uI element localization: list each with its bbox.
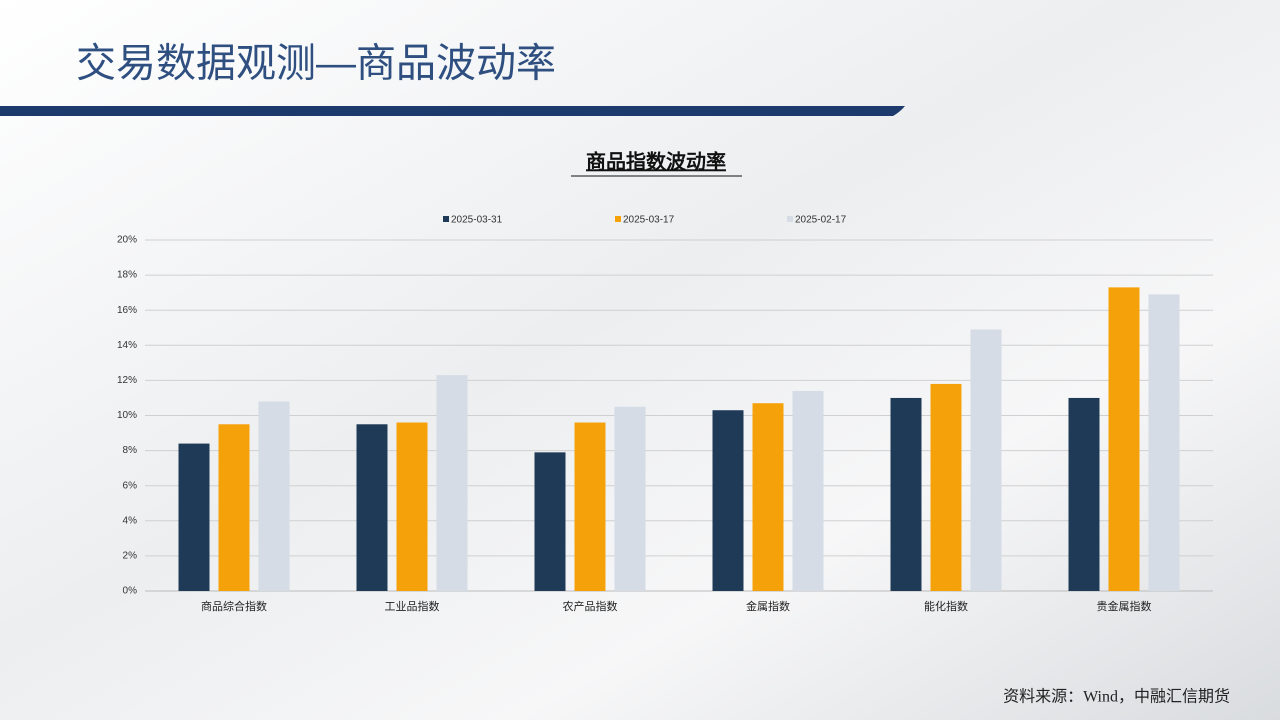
chart: 0% 2% 4% 6% 8% 10% 12% 14% 16% 18% 20% 2025-03-31 20… [117,215,1213,613]
legend-swatch [787,216,793,222]
x-tick-label: 贵金属指数 [1097,599,1152,613]
y-tick-label: 2% [123,551,138,562]
legend-label: 2025-03-17 [623,215,675,226]
bar [792,390,824,591]
bar [218,424,250,591]
y-tick-label: 16% [117,305,137,316]
x-tick-label: 能化指数 [924,599,968,613]
y-tick-label: 6% [123,480,138,491]
y-tick-label: 8% [123,445,138,456]
legend-label: 2025-02-17 [795,215,847,226]
slide-title: 交易数据观测—商品波动率 [76,42,556,86]
y-tick-label: 10% [117,410,137,421]
bar [356,424,388,591]
bar [712,410,744,591]
legend-label: 2025-03-31 [451,215,503,226]
bar [574,422,606,591]
x-tick-label: 金属指数 [746,599,790,613]
bar [1108,287,1140,591]
y-tick-label: 0% [123,586,138,597]
bar [930,383,962,591]
source-note: 资料来源：Wind，中融汇信期货 [1003,688,1230,706]
chart-title: 商品指数波动率 [586,149,726,173]
bar [970,329,1002,591]
y-tick-label: 14% [117,340,137,351]
bar [1068,397,1100,591]
bar [178,443,210,591]
legend-swatch [443,216,449,222]
bar [436,375,468,591]
header-bar [0,106,905,116]
y-tick-label: 4% [123,515,138,526]
x-tick-label: 农产品指数 [563,599,618,613]
bar [752,403,784,591]
bar [534,452,566,591]
bar [1148,294,1180,591]
y-tick-label: 18% [117,270,137,281]
bar [614,406,646,591]
x-tick-label: 工业品指数 [385,599,440,613]
legend-swatch [615,216,621,222]
bar [396,422,428,591]
y-tick-label: 12% [117,375,137,386]
y-tick-label: 20% [117,235,137,246]
x-tick-label: 商品综合指数 [201,599,267,613]
bar [890,397,922,591]
bar [258,401,290,591]
